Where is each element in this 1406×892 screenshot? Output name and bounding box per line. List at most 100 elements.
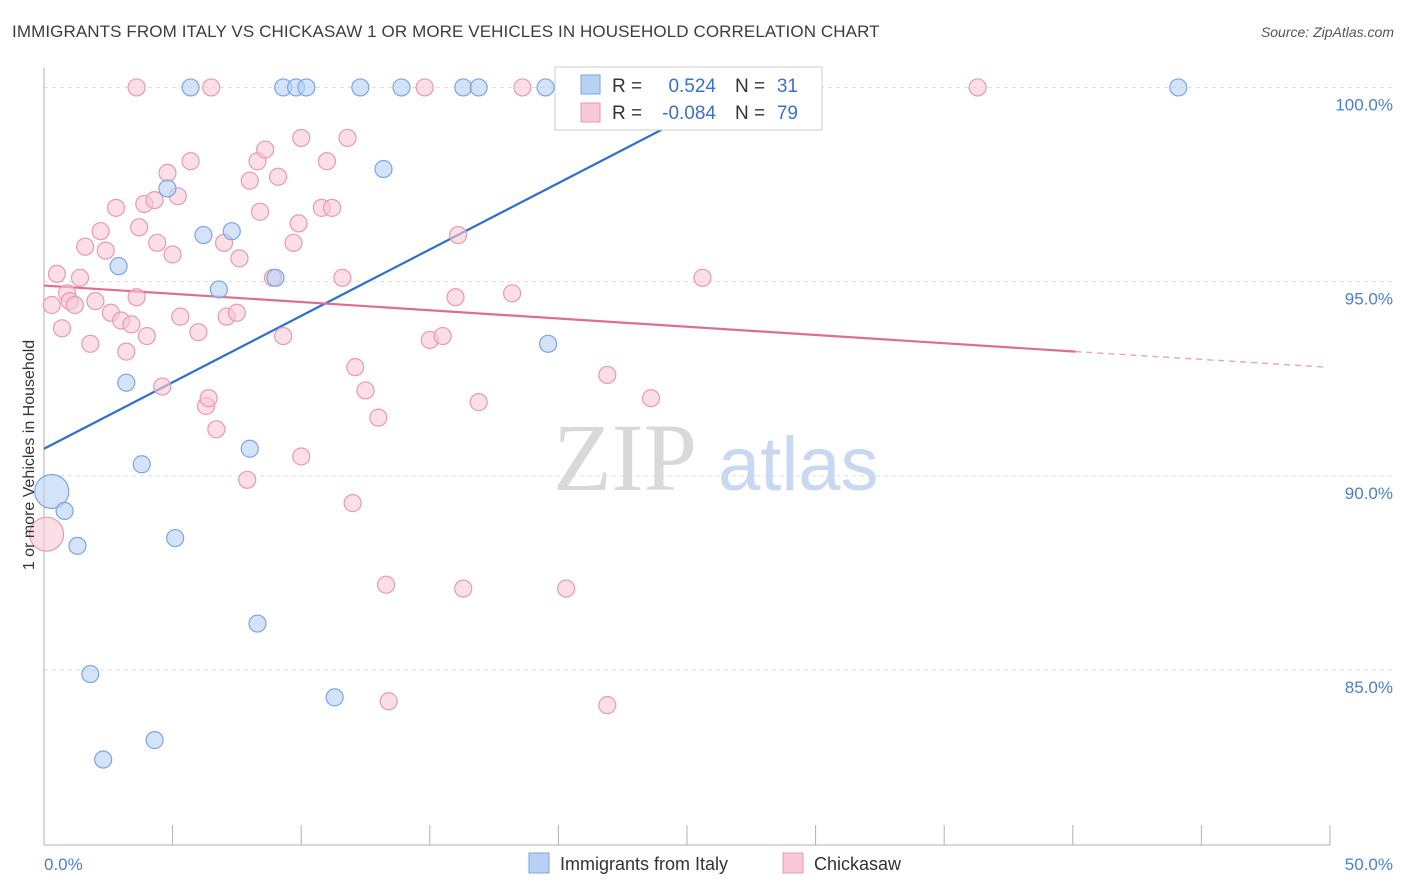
chickasaw-point-74: [641, 389, 661, 408]
chickasaw-point-16: [117, 342, 136, 361]
italy-point-8: [145, 731, 164, 750]
chart-title: IMMIGRANTS FROM ITALY VS CHICKASAW 1 OR …: [12, 22, 880, 41]
chickasaw-point-37: [227, 303, 246, 322]
italy-point-24: [392, 78, 411, 97]
italy-point-28: [539, 334, 558, 353]
italy-point-12: [194, 225, 213, 245]
chickasaw-point-2: [47, 264, 66, 284]
chickasaw-point-68: [469, 393, 488, 412]
chickasaw-point-7: [70, 268, 90, 287]
watermark-zip: ZIP: [553, 404, 697, 511]
legend-chickasaw-r-value: -0.084: [662, 103, 716, 124]
chickasaw-point-3: [52, 319, 72, 338]
chickasaw-point-49: [292, 447, 311, 466]
chickasaw-point-52: [317, 152, 337, 171]
chickasaw-point-42: [250, 202, 270, 221]
italy-point-5: [109, 257, 128, 276]
chickasaw-point-21: [137, 326, 156, 346]
legend-italy-r-label: R =: [612, 76, 642, 97]
legend-chickasaw-n-label: N =: [735, 103, 765, 124]
italy-point-11: [181, 78, 200, 97]
italy-point-1: [55, 501, 74, 520]
chickasaw-point-67: [454, 579, 473, 598]
chickasaw-point-19: [130, 218, 149, 237]
legend-chickasaw-n-value: 79: [777, 103, 798, 124]
legend-italy-label: Immigrants from Italy: [560, 854, 728, 874]
chickasaw-point-8: [76, 237, 95, 256]
chickasaw-point-9: [81, 334, 100, 353]
italy-point-10: [166, 528, 185, 548]
y-axis-label: 1 or more Vehicles in Household: [21, 340, 38, 570]
italy-point-26: [469, 78, 488, 97]
legend-italy-swatch: [580, 74, 601, 95]
italy-point-16: [248, 614, 267, 633]
chickasaw-point-57: [346, 358, 365, 377]
source-credit: Source: ZipAtlas.com: [1260, 24, 1394, 40]
chickasaw-point-77: [513, 78, 532, 97]
chickasaw-point-70: [557, 579, 576, 598]
chickasaw-point-26: [163, 245, 182, 264]
chickasaw-point-50: [292, 128, 311, 148]
italy-point-2: [68, 536, 87, 555]
legend-chickasaw-swatch: [580, 102, 601, 123]
chickasaw-point-62: [415, 78, 434, 97]
chickasaw-point-25: [158, 163, 177, 182]
chickasaw-point-17: [122, 315, 141, 334]
italy-point-27: [536, 78, 555, 97]
italy-point-7: [132, 455, 151, 474]
italy-point-9: [158, 179, 177, 198]
legend-italy-marker: [528, 852, 550, 874]
legend-italy-r-value: 0.524: [668, 76, 716, 97]
italy-point-13: [209, 280, 228, 299]
chickasaw-point-64: [433, 326, 452, 346]
chickasaw-point-46: [274, 326, 293, 346]
chickasaw-point-72: [598, 365, 617, 385]
italy-point-6: [117, 373, 136, 392]
chickasaw-point-12: [96, 241, 115, 260]
chickasaw-point-56: [343, 494, 362, 513]
chickasaw-point-34: [207, 420, 226, 439]
italy-point-25: [454, 78, 473, 97]
y-tick-label-2: 90.0%: [1345, 484, 1393, 503]
italy-point-30: [1169, 78, 1188, 97]
italy-point-20: [297, 78, 316, 97]
italy-point-23: [374, 159, 393, 179]
chickasaw-point-43: [256, 140, 275, 159]
chickasaw-point-14: [106, 198, 126, 217]
legend-italy-n-value: 31: [777, 76, 798, 97]
chickasaw-point-60: [376, 575, 396, 594]
legend-chickasaw-marker: [782, 852, 804, 874]
chickasaw-point-75: [693, 268, 712, 287]
chickasaw-point-47: [284, 233, 303, 252]
legend-chickasaw-r-label: R =: [612, 103, 642, 124]
italy-point-21: [325, 688, 344, 707]
chickasaw-point-0: [28, 516, 65, 552]
chickasaw-point-59: [369, 408, 388, 427]
stats-legend: R = 0.524 N = 31 R = -0.084 N = 79: [554, 66, 823, 131]
y-tick-label-0: 100.0%: [1335, 95, 1393, 114]
chickasaw-point-69: [503, 284, 522, 303]
chickasaw-point-54: [333, 268, 352, 287]
chickasaw-point-33: [202, 78, 221, 97]
chickasaw-point-55: [338, 128, 357, 148]
legend-italy-n-label: N =: [735, 76, 765, 97]
y-tick-label-3: 85.0%: [1345, 678, 1393, 697]
chickasaw-trend-line: [43, 284, 1076, 353]
italy-point-15: [240, 439, 259, 458]
chickasaw-point-76: [968, 78, 987, 97]
chickasaw-point-45: [268, 167, 288, 186]
trend-lines: [43, 86, 1328, 450]
chickasaw-point-1: [42, 295, 61, 315]
chickasaw-point-18: [127, 288, 146, 307]
chickasaw-point-40: [240, 171, 259, 190]
x-tick-label-0: 0.0%: [44, 855, 83, 874]
chickasaw-point-58: [356, 381, 375, 400]
chickasaw-point-10: [86, 292, 105, 311]
data-points: [28, 78, 1188, 769]
axes: [43, 68, 1331, 846]
chickasaw-point-23: [148, 233, 167, 252]
chickasaw-point-30: [189, 323, 208, 342]
watermark: ZIP atlas: [553, 404, 879, 511]
axis-ticks: 100.0% 95.0% 90.0% 85.0% 0.0% 50.0%: [44, 95, 1393, 874]
y-tick-label-1: 95.0%: [1345, 290, 1393, 309]
